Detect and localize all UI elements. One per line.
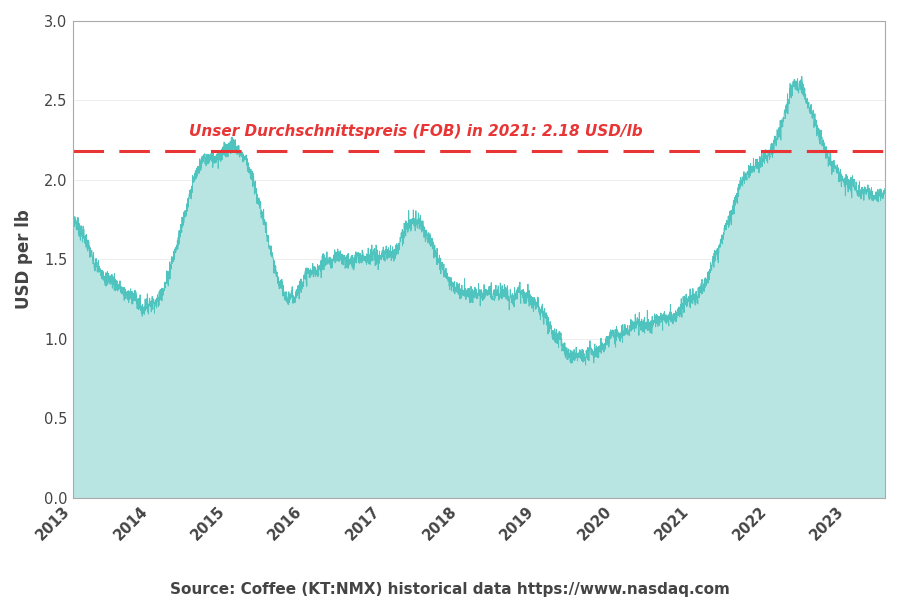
Y-axis label: USD per lb: USD per lb: [15, 209, 33, 310]
Text: Source: Coffee (KT:NMX) historical data https://www.nasdaq.com: Source: Coffee (KT:NMX) historical data …: [170, 582, 730, 597]
Text: Unser Durchschnittspreis (FOB) in 2021: 2.18 USD/lb: Unser Durchschnittspreis (FOB) in 2021: …: [189, 124, 643, 139]
